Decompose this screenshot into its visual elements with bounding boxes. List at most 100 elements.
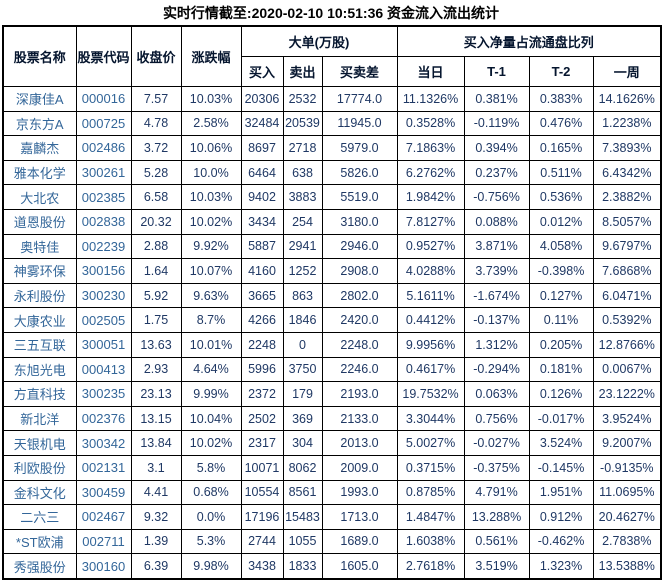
t2-ratio-cell: -0.145% — [528, 454, 594, 481]
col-header-today: 当日 — [396, 56, 465, 87]
sell-volume-cell: 15483 — [282, 504, 323, 530]
col-header-week: 一周 — [592, 56, 662, 87]
table-row: 神雾环保 300156 1.64 10.07% 4160 1252 2908.0 4.0288… — [2, 258, 662, 284]
change-percent-cell: 9.98% — [180, 553, 242, 580]
buy-volume-cell: 2744 — [240, 528, 284, 555]
t2-ratio-cell: -0.462% — [528, 528, 594, 555]
stock-name-cell: 新北洋 — [2, 405, 77, 432]
buy-sell-diff-cell: 2908.0 — [321, 258, 398, 284]
stock-code-cell: 300156 — [75, 258, 132, 284]
col-header-sell: 卖出 — [282, 56, 323, 87]
stock-name-cell: 道恩股份 — [2, 208, 77, 235]
close-price-cell: 13.84 — [130, 430, 182, 456]
table-row: 方直科技 300235 23.13 9.99% 2372 179 2193.0 19.7532… — [2, 381, 662, 407]
buy-sell-diff-cell: 2013.0 — [321, 430, 398, 456]
buy-sell-diff-cell: 2802.0 — [321, 282, 398, 309]
close-price-cell: 6.58 — [130, 184, 182, 210]
close-price-cell: 3.1 — [130, 454, 182, 481]
buy-sell-diff-cell: 2420.0 — [321, 307, 398, 333]
t1-ratio-cell: 0.394% — [463, 135, 530, 161]
stock-code-cell: 000016 — [75, 86, 132, 112]
buy-sell-diff-cell: 2009.0 — [321, 454, 398, 481]
col-header-close-price: 收盘价 — [130, 25, 182, 87]
t1-ratio-cell: 0.088% — [463, 208, 530, 235]
change-percent-cell: 10.0% — [180, 159, 242, 186]
close-price-cell: 23.13 — [130, 381, 182, 407]
today-ratio-cell: 0.8785% — [396, 479, 465, 506]
stock-name-cell: *ST欧浦 — [2, 528, 77, 555]
week-ratio-cell: 12.8766% — [592, 331, 662, 358]
t1-ratio-cell: 3.739% — [463, 258, 530, 284]
today-ratio-cell: 5.1611% — [396, 282, 465, 309]
stock-name-cell: 大康农业 — [2, 307, 77, 333]
close-price-cell: 3.72 — [130, 135, 182, 161]
buy-sell-diff-cell: 5979.0 — [321, 135, 398, 161]
table-header: 股票名称 股票代码 收盘价 涨跌幅 大单(万股) 买入净量占流通盘比列 买入 卖… — [2, 25, 662, 87]
buy-volume-cell: 6464 — [240, 159, 284, 186]
today-ratio-cell: 7.8127% — [396, 208, 465, 235]
sell-volume-cell: 3883 — [282, 184, 323, 210]
t2-ratio-cell: 1.323% — [528, 553, 594, 580]
stock-name-cell: 雅本化学 — [2, 159, 77, 186]
table-row: 天银机电 300342 13.84 10.02% 2317 304 2013.0 5.0027… — [2, 430, 662, 456]
t1-ratio-cell: 3.871% — [463, 233, 530, 260]
stock-code-cell: 002467 — [75, 504, 132, 530]
week-ratio-cell: -0.9135% — [592, 454, 662, 481]
buy-volume-cell: 2372 — [240, 381, 284, 407]
change-percent-cell: 4.64% — [180, 356, 242, 383]
t2-ratio-cell: 0.11% — [528, 307, 594, 333]
buy-volume-cell: 10554 — [240, 479, 284, 506]
stock-code-cell: 300230 — [75, 282, 132, 309]
table-row: 三五互联 300051 13.63 10.01% 2248 0 2248.0 9.9956% 1… — [2, 331, 662, 358]
buy-volume-cell: 2502 — [240, 405, 284, 432]
t1-ratio-cell: -0.137% — [463, 307, 530, 333]
t2-ratio-cell: 0.912% — [528, 504, 594, 530]
stock-name-cell: 三五互联 — [2, 331, 77, 358]
stock-name-cell: 大北农 — [2, 184, 77, 210]
buy-volume-cell: 3434 — [240, 208, 284, 235]
change-percent-cell: 9.99% — [180, 381, 242, 407]
buy-sell-diff-cell: 1993.0 — [321, 479, 398, 506]
week-ratio-cell: 14.1626% — [592, 86, 662, 112]
week-ratio-cell: 13.5388% — [592, 553, 662, 580]
stock-name-cell: 神雾环保 — [2, 258, 77, 284]
t1-ratio-cell: 0.237% — [463, 159, 530, 186]
change-percent-cell: 10.03% — [180, 184, 242, 210]
today-ratio-cell: 5.0027% — [396, 430, 465, 456]
table-row: 秀强股份 300160 6.39 9.98% 3438 1833 1605.0 2.7618%… — [2, 553, 662, 580]
buy-volume-cell: 3665 — [240, 282, 284, 309]
stock-code-cell: 002838 — [75, 208, 132, 235]
close-price-cell: 5.92 — [130, 282, 182, 309]
stock-code-cell: 000413 — [75, 356, 132, 383]
stock-name-cell: 奥特佳 — [2, 233, 77, 260]
change-percent-cell: 5.8% — [180, 454, 242, 481]
t2-ratio-cell: 0.511% — [528, 159, 594, 186]
buy-sell-diff-cell: 2246.0 — [321, 356, 398, 383]
change-percent-cell: 10.01% — [180, 331, 242, 358]
close-price-cell: 1.75 — [130, 307, 182, 333]
sell-volume-cell: 20539 — [282, 110, 323, 137]
t1-ratio-cell: 0.063% — [463, 381, 530, 407]
sell-volume-cell: 254 — [282, 208, 323, 235]
stock-name-cell: 天银机电 — [2, 430, 77, 456]
stock-code-cell: 300459 — [75, 479, 132, 506]
t1-ratio-cell: 0.756% — [463, 405, 530, 432]
table-row: 嘉麟杰 002486 3.72 10.06% 8697 2718 5979.0 7.1863%… — [2, 135, 662, 161]
t2-ratio-cell: 0.126% — [528, 381, 594, 407]
stock-code-cell: 300261 — [75, 159, 132, 186]
buy-volume-cell: 5996 — [240, 356, 284, 383]
close-price-cell: 1.64 — [130, 258, 182, 284]
table-row: 雅本化学 300261 5.28 10.0% 6464 638 5826.0 6.2762% 0… — [2, 159, 662, 186]
t1-ratio-cell: 4.791% — [463, 479, 530, 506]
week-ratio-cell: 3.9524% — [592, 405, 662, 432]
stock-code-cell: 000725 — [75, 110, 132, 137]
week-ratio-cell: 20.4627% — [592, 504, 662, 530]
table-row: 奥特佳 002239 2.88 9.92% 5887 2941 2946.0 0.9527% 3… — [2, 233, 662, 260]
stock-code-cell: 002239 — [75, 233, 132, 260]
table-row: 大北农 002385 6.58 10.03% 9402 3883 5519.0 1.9842%… — [2, 184, 662, 210]
table-row: 京东方A 000725 4.78 2.58% 32484 20539 11945.0 0.35… — [2, 110, 662, 137]
week-ratio-cell: 7.6868% — [592, 258, 662, 284]
buy-volume-cell: 32484 — [240, 110, 284, 137]
buy-sell-diff-cell: 5519.0 — [321, 184, 398, 210]
